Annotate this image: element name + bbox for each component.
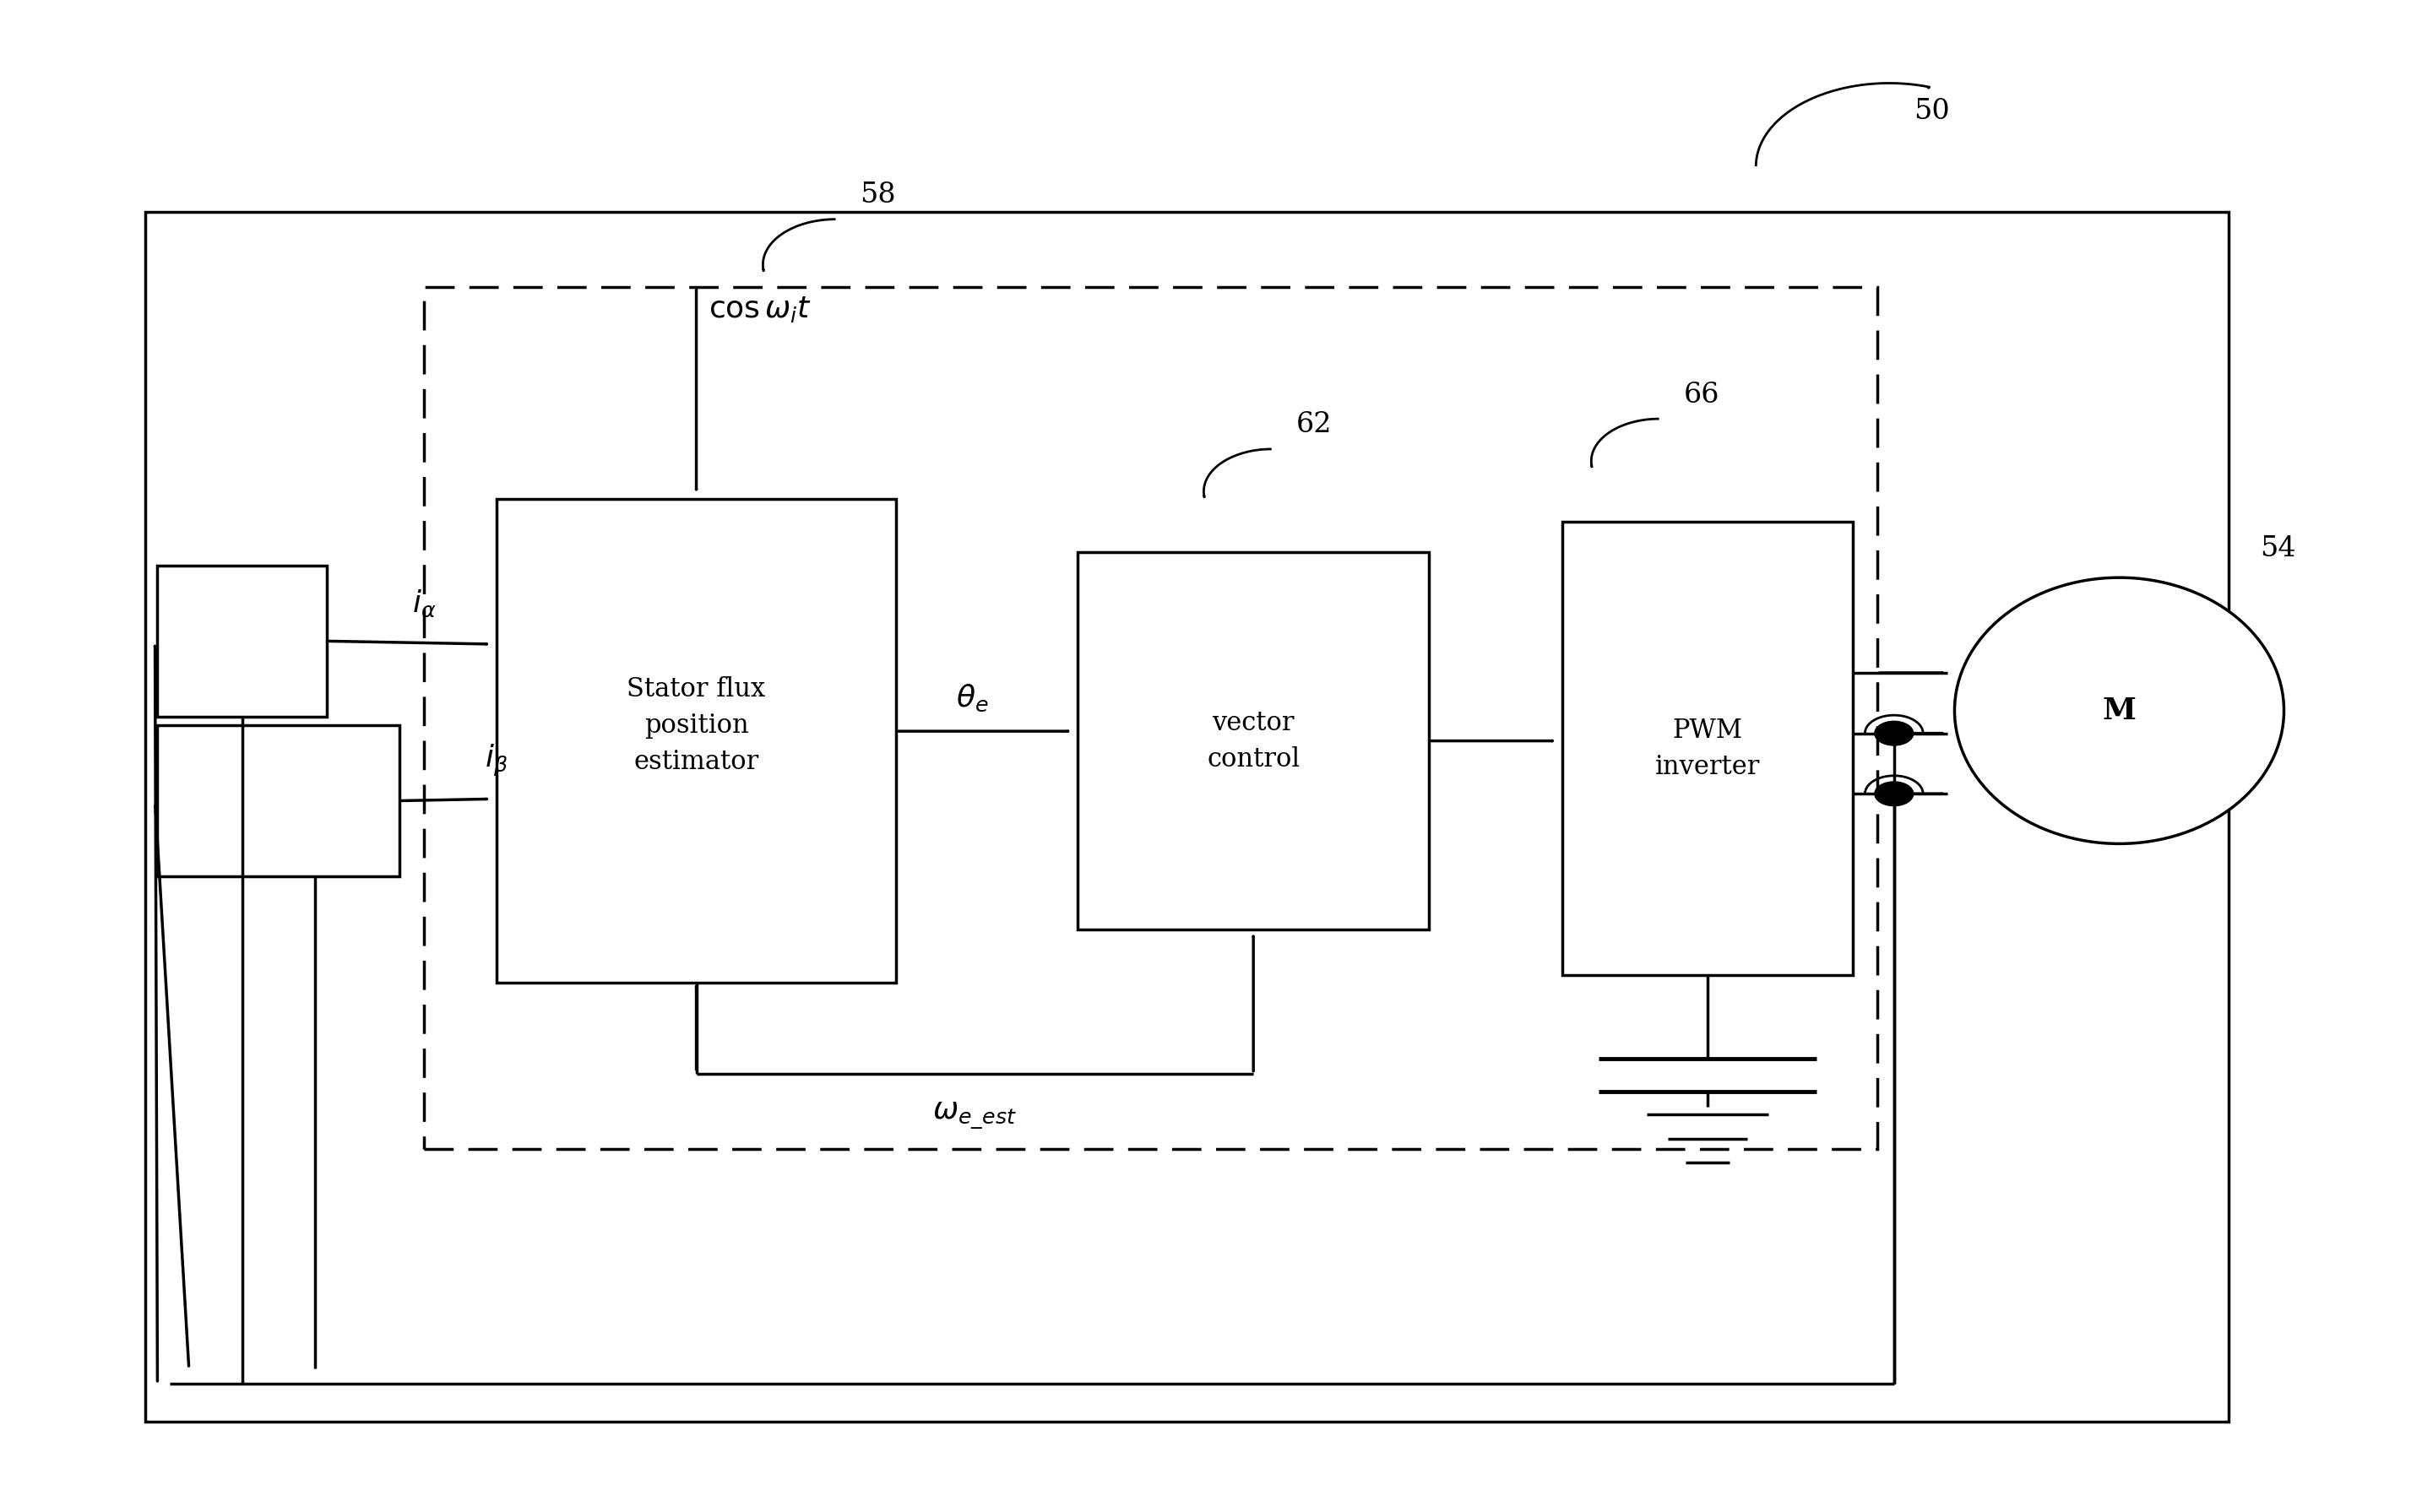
Text: 58: 58 — [860, 181, 896, 209]
Text: 54: 54 — [2260, 535, 2296, 562]
FancyBboxPatch shape — [424, 287, 1877, 1149]
Text: Stator flux
position
estimator: Stator flux position estimator — [627, 676, 765, 776]
Text: $\cos\omega_i t$: $\cos\omega_i t$ — [707, 295, 811, 325]
FancyBboxPatch shape — [1078, 552, 1429, 930]
Circle shape — [1875, 721, 1913, 745]
FancyBboxPatch shape — [145, 212, 2228, 1421]
FancyBboxPatch shape — [157, 726, 400, 877]
Text: $i_\beta$: $i_\beta$ — [484, 742, 509, 779]
Text: $\omega_{e\_est}$: $\omega_{e\_est}$ — [932, 1101, 1017, 1131]
FancyBboxPatch shape — [1562, 522, 1853, 975]
Text: M: M — [2102, 697, 2136, 724]
Text: 50: 50 — [1913, 98, 1950, 125]
Text: $\theta_e$: $\theta_e$ — [957, 682, 988, 714]
Circle shape — [1875, 782, 1913, 806]
FancyBboxPatch shape — [497, 499, 896, 983]
Text: 62: 62 — [1296, 411, 1332, 438]
Ellipse shape — [1955, 578, 2284, 844]
Text: vector
control: vector control — [1206, 709, 1301, 773]
Text: PWM
inverter: PWM inverter — [1654, 717, 1761, 780]
Text: 66: 66 — [1683, 381, 1720, 408]
FancyBboxPatch shape — [157, 565, 327, 717]
Text: $i_\alpha$: $i_\alpha$ — [412, 588, 436, 618]
